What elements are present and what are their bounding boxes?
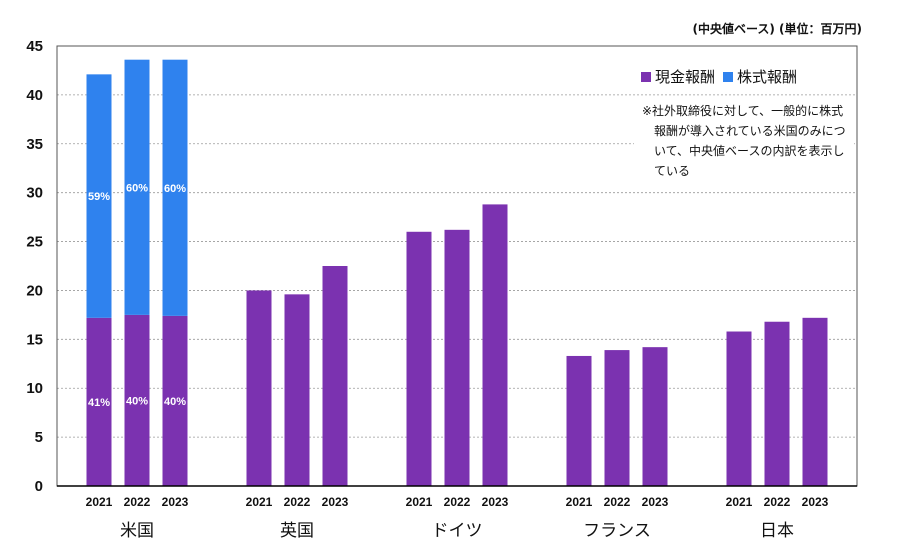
bar-cash-4-0 [726, 331, 752, 486]
legend-item-cash: 現金報酬 [641, 66, 715, 87]
x-group-label: フランス [583, 521, 651, 541]
x-tick-label-year: 2023 [162, 495, 189, 509]
bar-cash-1-2 [322, 266, 348, 486]
y-tick-label: 15 [26, 331, 43, 348]
x-tick-label-year: 2021 [406, 495, 433, 509]
y-tick-label: 45 [26, 38, 43, 55]
x-tick-label-year: 2023 [802, 495, 829, 509]
y-tick-label: 25 [26, 234, 43, 251]
footnote: ※社外取締役に対して、一般的に株式報酬が導入されている米国のみについて、中央値ベ… [634, 101, 854, 181]
y-tick-label: 10 [26, 380, 43, 397]
x-group-label: 英国 [280, 521, 314, 541]
bar-cash-3-1 [604, 350, 630, 486]
x-tick-label-year: 2023 [482, 495, 509, 509]
legend-label-stock: 株式報酬 [737, 68, 798, 86]
x-tick-label-year: 2022 [444, 495, 471, 509]
x-group-label: ドイツ [432, 521, 483, 541]
legend-swatch-stock [723, 71, 734, 82]
legend-item-stock: 株式報酬 [723, 66, 797, 87]
bar-cash-4-1 [764, 321, 790, 486]
data-label-stock-pct: 60% [164, 183, 186, 195]
x-group-label: 米国 [120, 521, 154, 541]
labels: 59% 41% 60% 40% 60% 40% [88, 182, 186, 409]
x-group-label: 日本 [760, 521, 794, 541]
legend-label-cash: 現金報酬 [655, 68, 716, 86]
bar-cash-4-2 [802, 317, 828, 486]
bars [86, 59, 828, 487]
y-tick-label: 20 [26, 282, 43, 299]
bar-cash-3-2 [642, 347, 668, 486]
data-label-stock-pct: 59% [88, 191, 110, 203]
legend: 現金報酬 株式報酬 [641, 66, 805, 87]
bar-stock-0-0 [86, 74, 112, 318]
x-tick-label-year: 2023 [642, 495, 669, 509]
y-tick-label: 30 [26, 185, 43, 202]
y-tick-label: 35 [26, 136, 43, 153]
bar-cash-2-2 [482, 204, 508, 486]
unit-note: (中央値ベース) (単位：百万円) [692, 22, 862, 36]
data-label-stock-pct: 60% [126, 182, 148, 194]
y-tick-label: 40 [26, 87, 43, 104]
x-tick-label-year: 2022 [764, 495, 791, 509]
x-tick-label-year: 2021 [726, 495, 753, 509]
bar-stock-0-2 [162, 59, 188, 316]
axes: 0 5 10 15 20 25 30 35 40 45 2021 2022 2023 米国 2021 2022… [26, 38, 858, 541]
x-tick-label-year: 2022 [124, 495, 151, 509]
bar-stock-0-1 [124, 59, 150, 315]
bar-cash-2-1 [444, 229, 470, 487]
y-tick-label: 0 [35, 478, 43, 495]
x-tick-label-year: 2023 [322, 495, 349, 509]
bar-cash-2-0 [406, 231, 432, 486]
bar-cash-0-2 [162, 315, 188, 486]
y-tick-label: 5 [35, 429, 43, 446]
data-label-cash-pct: 40% [164, 396, 186, 408]
data-label-cash-pct: 40% [126, 395, 148, 407]
x-tick-label-year: 2022 [604, 495, 631, 509]
bar-cash-1-1 [284, 294, 310, 486]
x-tick-label-year: 2022 [284, 495, 311, 509]
bar-cash-1-0 [246, 290, 272, 486]
bar-cash-0-1 [124, 314, 150, 486]
x-tick-label-year: 2021 [246, 495, 273, 509]
data-label-cash-pct: 41% [88, 397, 110, 409]
legend-swatch-cash [641, 71, 651, 82]
bar-cash-0-0 [86, 317, 112, 486]
x-tick-label-year: 2021 [86, 495, 113, 509]
x-tick-label-year: 2021 [566, 495, 593, 509]
bar-cash-3-0 [566, 355, 592, 486]
